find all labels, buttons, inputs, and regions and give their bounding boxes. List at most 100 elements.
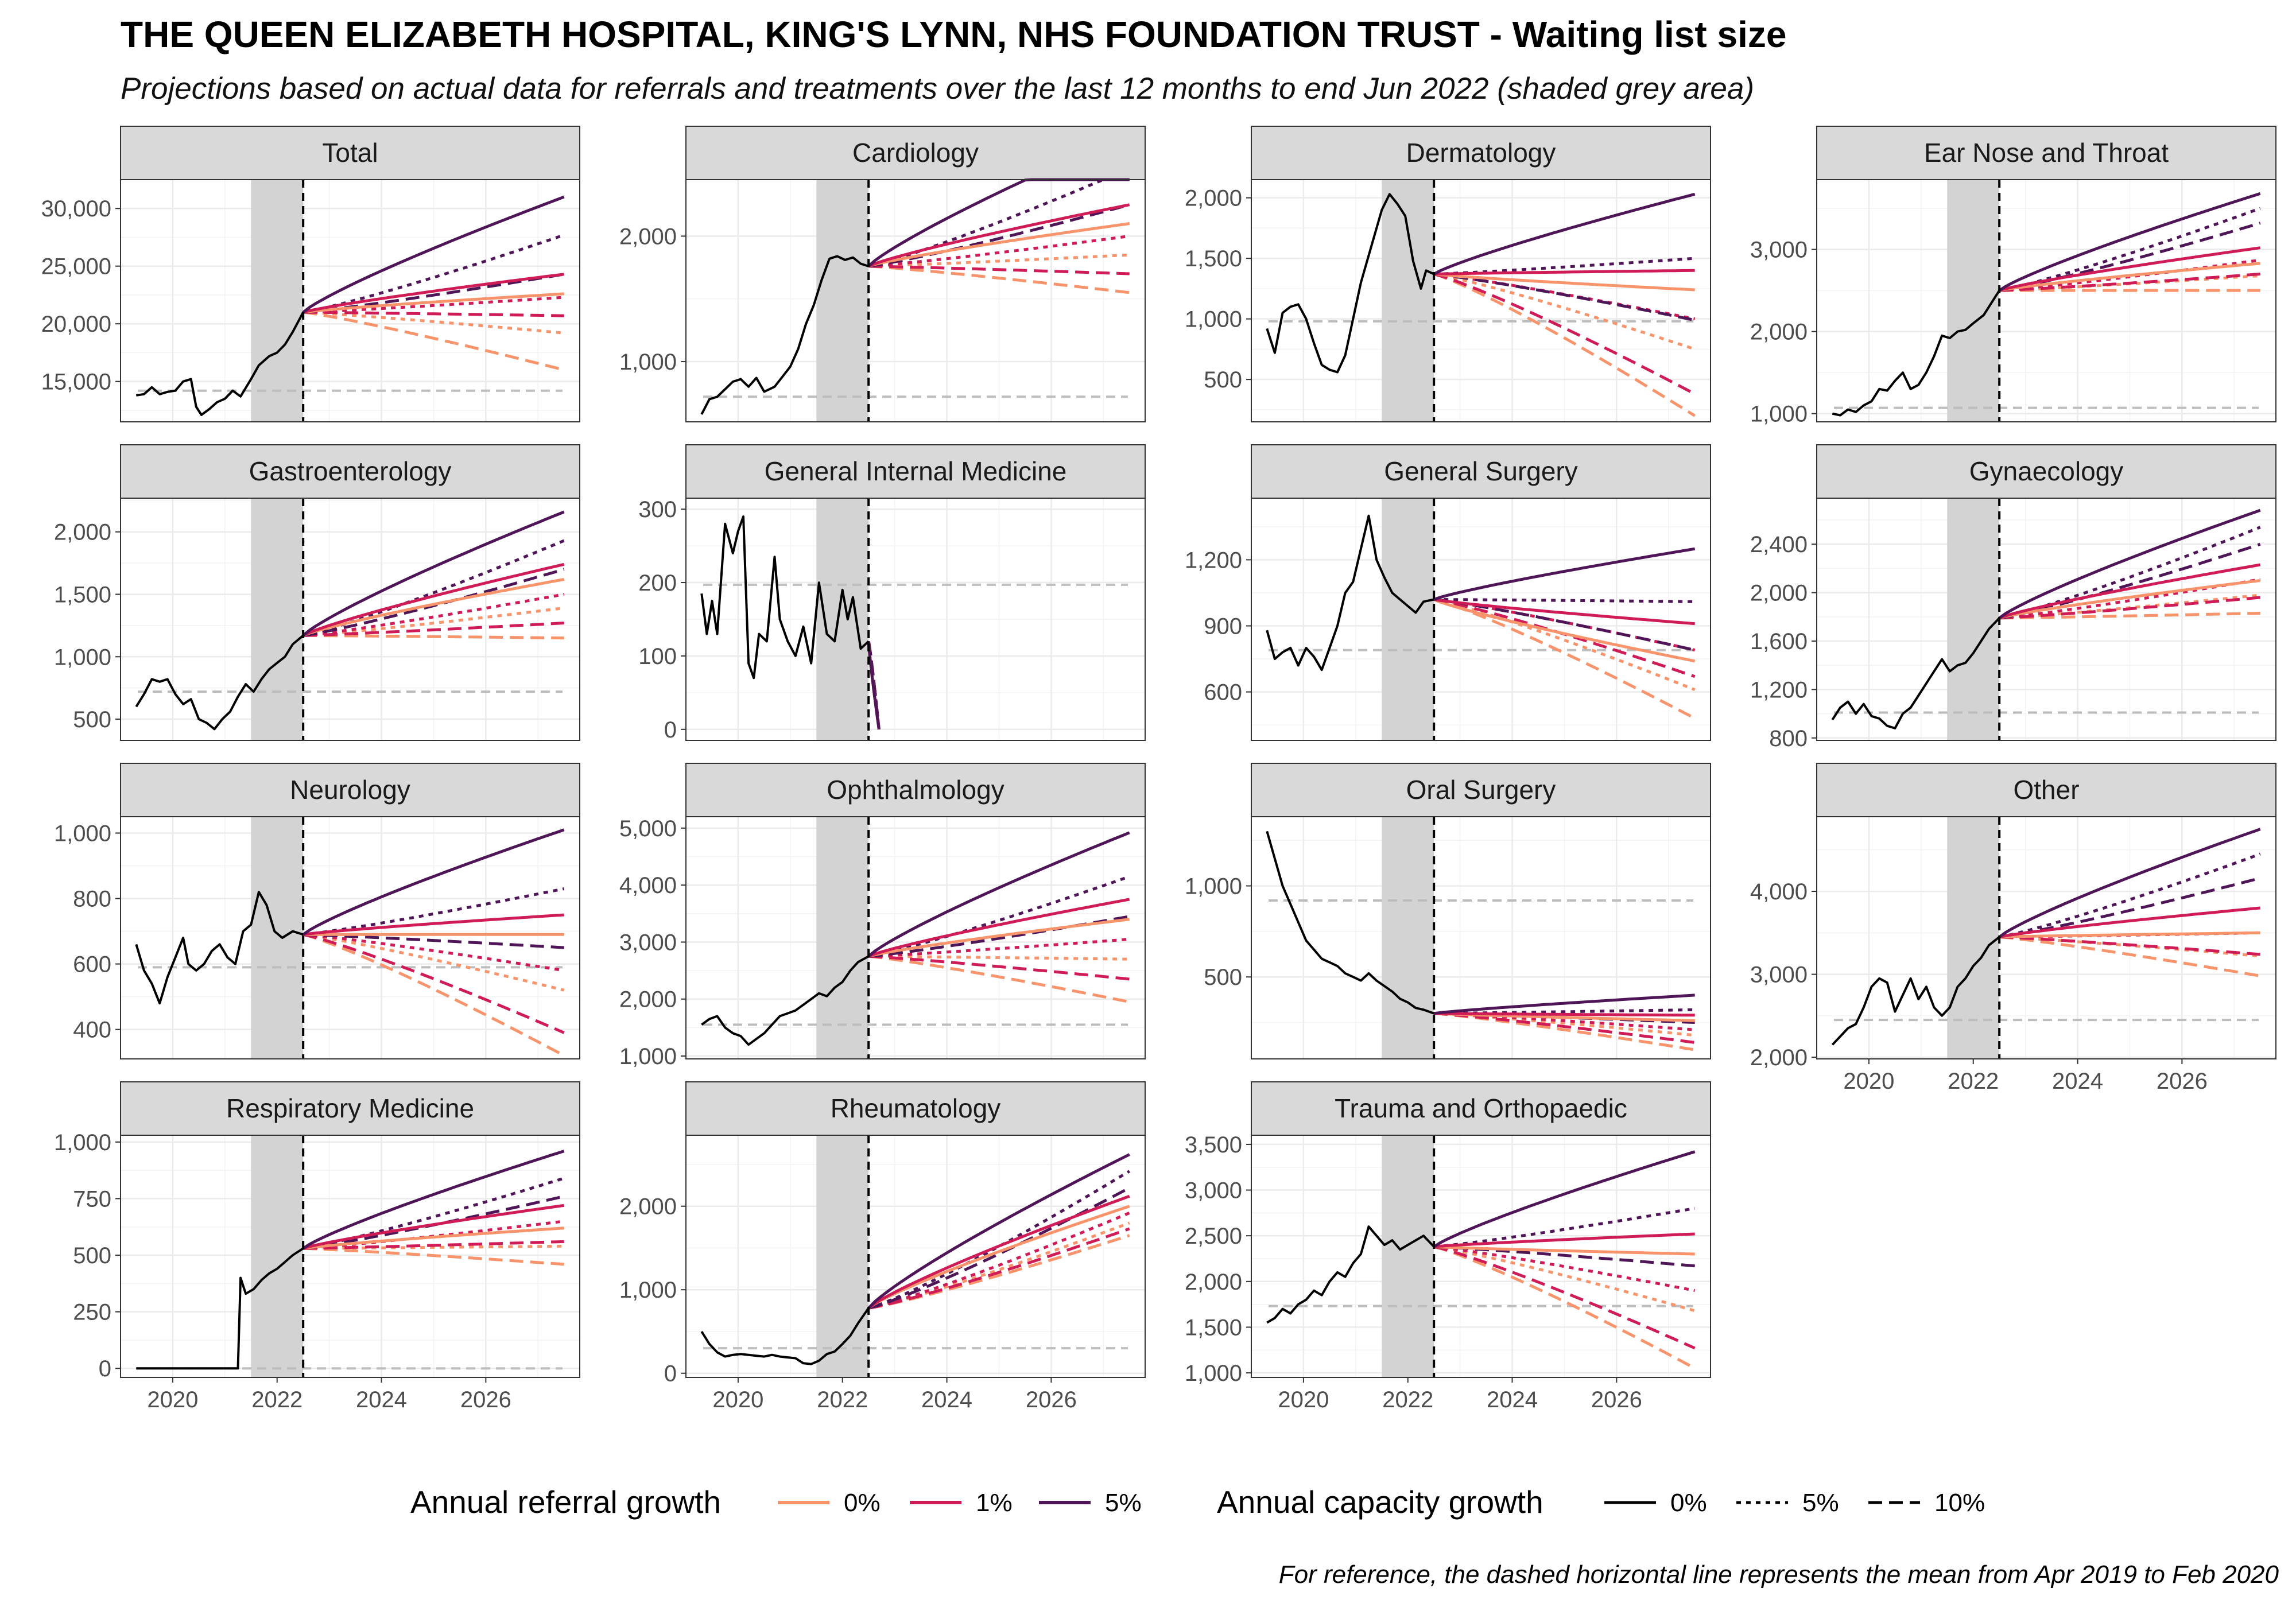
projection-line-ref0-cap0	[1433, 598, 1696, 663]
projection-line-ref1-cap10	[303, 622, 564, 637]
y-tick-label: 1,600	[1750, 629, 1808, 654]
y-tick-label: 1,000	[619, 350, 677, 375]
strip-cardiology	[685, 126, 1146, 180]
strip-neurology	[120, 763, 580, 817]
y-tick-label: 25,000	[41, 254, 111, 280]
shaded-period-rheumatology	[816, 1135, 869, 1377]
legend-label-referral-0: 0%	[844, 1489, 881, 1517]
y-tick-label: 3,000	[1185, 1178, 1242, 1204]
projection-line-ref0-cap0	[302, 1226, 564, 1250]
y-tick-label: 500	[73, 1243, 111, 1268]
shaded-period-ophthalmology	[816, 817, 869, 1059]
projection-line-ref1-cap10	[302, 933, 565, 1034]
shaded-period-total	[251, 180, 304, 422]
y-tick-label: 2,000	[619, 1194, 677, 1220]
y-tick-label: 2,000	[1185, 186, 1242, 211]
projection-line-ref5-cap0	[1433, 547, 1696, 601]
x-tick-label: 2020	[1278, 1387, 1329, 1412]
y-tick-label: 2,000	[1750, 320, 1808, 345]
y-tick-label: 1,200	[1750, 677, 1808, 702]
projection-line-ref5-cap0	[1433, 993, 1695, 1015]
projection-line-ref5-cap10	[868, 1186, 1130, 1310]
x-tick-label: 2026	[2157, 1069, 2208, 1094]
projection-line-ref1-cap10	[1434, 1012, 1696, 1044]
panel-general-internal-medicine: General Internal Medicine 0 100 200 300	[638, 444, 1146, 743]
projection-line-ref0-cap10	[1433, 1245, 1696, 1370]
projection-line-ref1-cap10	[1433, 273, 1696, 395]
panel-ophthalmology: Ophthalmology 1,000 2,000 3,000 4,000 5,000	[619, 763, 1146, 1069]
shaded-period-cardiology	[816, 180, 869, 422]
panel-border-respiratory-medicine	[120, 1135, 580, 1378]
projection-line-ref5-cap5	[302, 1177, 565, 1250]
panel-bg-cardiology	[686, 180, 1145, 422]
strip-label-neurology: Neurology	[290, 775, 410, 805]
x-tick-label: 2024	[2052, 1069, 2103, 1094]
projection-line-ref0-cap10	[868, 265, 1130, 294]
actual-series-line-trauma-and-orthopaedic	[1266, 1225, 1435, 1324]
projection-line-ref5-cap5	[1999, 526, 2261, 620]
projection-line-ref5-cap0	[302, 510, 565, 637]
projection-line-ref1-cap10	[303, 1240, 564, 1250]
projection-line-ref1-cap0	[1433, 1232, 1695, 1248]
chart-title: THE QUEEN ELIZABETH HOSPITAL, KING'S LYN…	[121, 14, 1786, 55]
projection-line-ref0-cap10	[302, 933, 565, 1057]
y-tick-label: 4,000	[1750, 879, 1808, 905]
strip-label-general-internal-medicine: General Internal Medicine	[765, 456, 1067, 486]
projection-line-ref5-cap0	[1998, 828, 2261, 938]
legend-label-referral-5: 5%	[1105, 1489, 1142, 1517]
strip-gynaecology	[1816, 444, 2276, 499]
projection-line-ref1-cap5	[303, 296, 564, 314]
projection-line-ref5-cap0	[1433, 192, 1696, 275]
y-tick-label: 2,000	[619, 224, 677, 249]
panel-border-total	[120, 179, 580, 422]
y-tick-label: 1,000	[1185, 307, 1242, 332]
projection-line-ref0-cap0	[868, 222, 1130, 268]
projection-line-ref1-cap10	[868, 954, 1130, 981]
projection-line-ref0-cap0	[302, 292, 564, 314]
projection-line-ref5-cap0	[302, 828, 565, 936]
shaded-period-gastroenterology	[251, 498, 304, 740]
strip-label-oral-surgery: Oral Surgery	[1406, 775, 1556, 805]
shaded-period-oral-surgery	[1382, 817, 1434, 1059]
actual-series-line-cardiology	[700, 255, 869, 415]
actual-series-line-gynaecology	[1831, 617, 2000, 729]
actual-series-line-respiratory-medicine	[136, 1247, 304, 1370]
panel-border-ophthalmology	[685, 816, 1146, 1059]
projection-line-ref1-cap0	[302, 1204, 565, 1250]
panel-border-gynaecology	[1816, 498, 2276, 741]
projection-line-ref0-cap5	[303, 606, 565, 637]
panel-border-dermatology	[1251, 179, 1711, 422]
chart-caption: For reference, the dashed horizontal lin…	[1279, 1561, 2279, 1589]
projection-line-ref5-cap10	[303, 933, 564, 949]
y-tick-label: 250	[73, 1300, 111, 1325]
strip-label-other: Other	[2013, 775, 2079, 805]
y-tick-label: 1,000	[619, 1044, 677, 1069]
y-tick-label: 1,000	[1750, 402, 1808, 427]
x-tick-label: 2026	[1591, 1387, 1642, 1412]
projection-line-ref0-cap5	[868, 1221, 1130, 1310]
y-tick-label: 1,500	[1185, 1315, 1242, 1340]
panel-border-trauma-and-orthopaedic	[1251, 1135, 1711, 1378]
projection-line-ref5-cap0	[867, 1153, 1130, 1309]
projection-line-ref5-cap5	[1999, 207, 2261, 292]
shaded-period-general-surgery	[1382, 498, 1434, 740]
projection-line-ref5-cap0	[1998, 509, 2261, 619]
y-tick-label: 3,000	[1750, 962, 1808, 988]
projection-line-ref0-cap0	[868, 918, 1130, 958]
y-tick-label: 0	[664, 717, 677, 743]
strip-label-ear-nose-and-throat: Ear Nose and Throat	[1924, 138, 2169, 168]
y-tick-label: 2,000	[1750, 1045, 1808, 1070]
panel-cardiology: Cardiology 1,000 2,000	[619, 126, 1146, 422]
panel-general-surgery: General Surgery 600 900 1,200	[1185, 444, 1711, 741]
projection-line-ref1-cap0	[302, 913, 564, 936]
x-tick-label: 2026	[1026, 1387, 1077, 1412]
y-tick-label: 2,500	[1185, 1224, 1242, 1249]
projection-line-ref0-cap0	[1999, 262, 2260, 292]
y-tick-label: 500	[1204, 367, 1242, 393]
x-tick-label: 2022	[1948, 1069, 1999, 1094]
y-tick-label: 20,000	[41, 312, 111, 337]
projection-line-ref1-cap0	[1434, 269, 1695, 276]
y-tick-label: 0	[99, 1356, 111, 1381]
legend-label-capacity-5: 5%	[1802, 1489, 1839, 1517]
